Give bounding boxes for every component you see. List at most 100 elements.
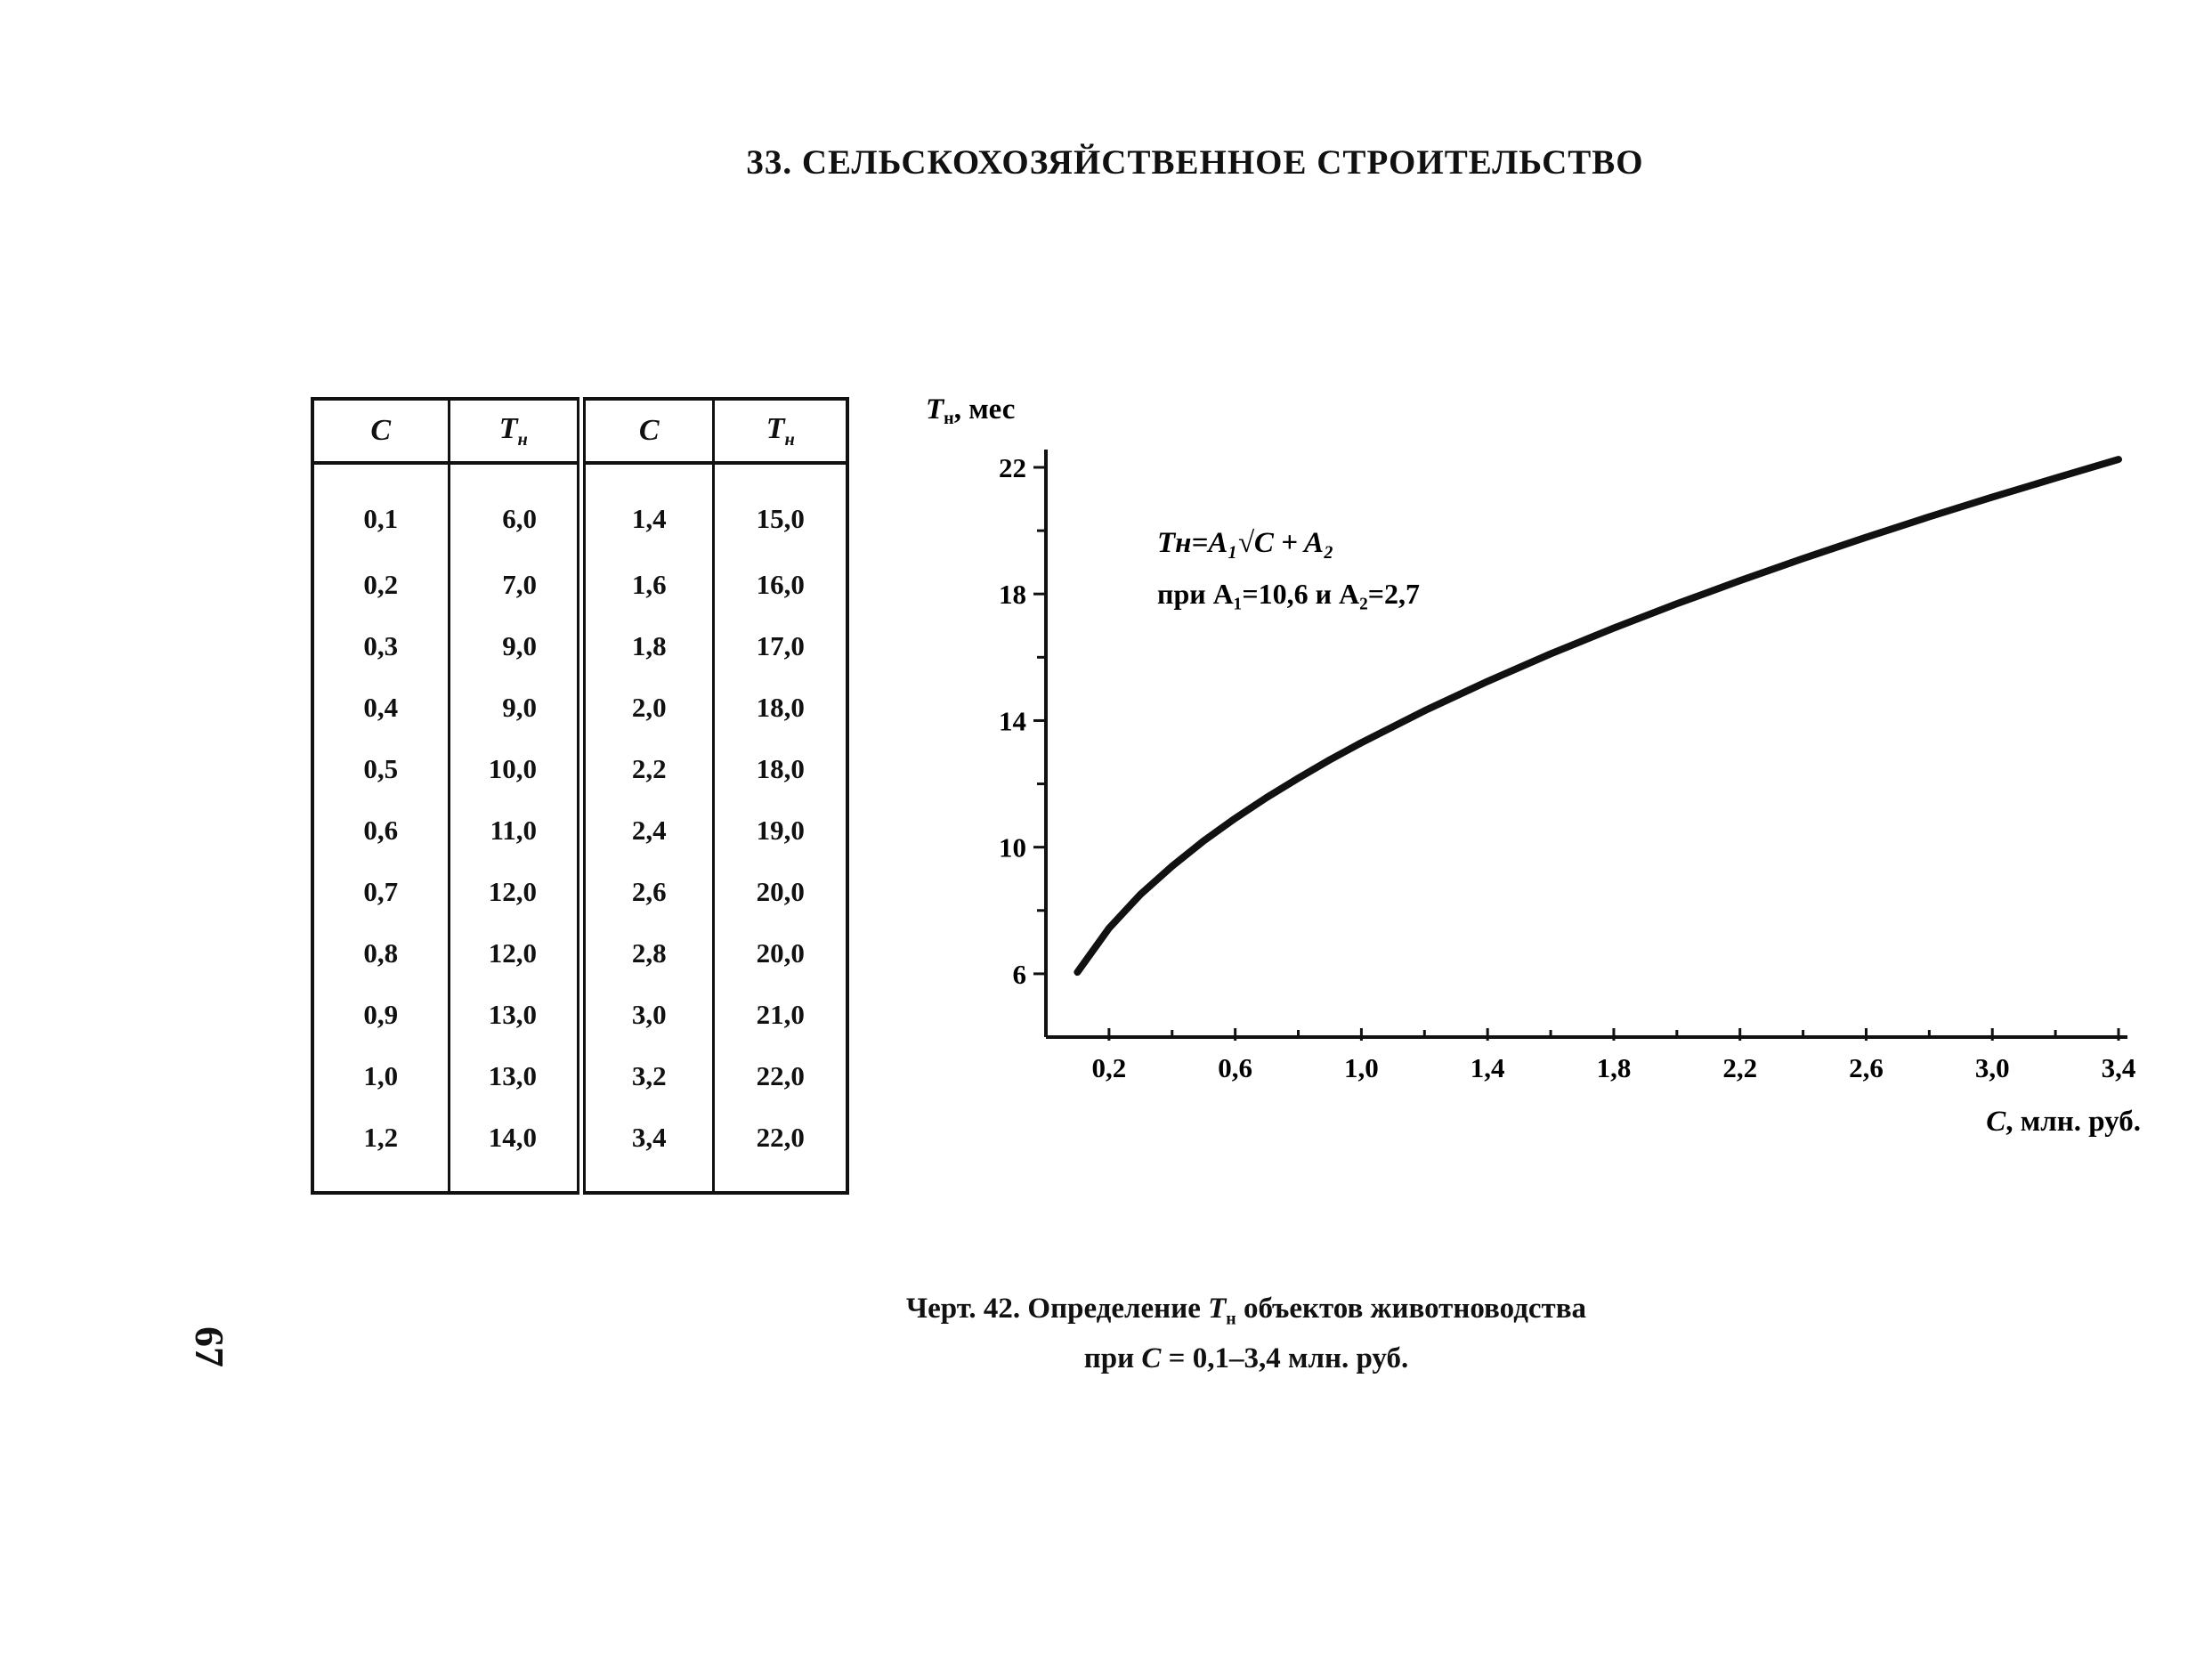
cell-c-left: 0,3 xyxy=(363,629,399,661)
y-tick-label: 22 xyxy=(999,452,1026,483)
table-row: 0,3 9,0 1,8 17,0 xyxy=(312,615,847,677)
cell-t-left: 11,0 xyxy=(447,799,581,861)
table-row: 0,1 6,0 1,4 15,0 xyxy=(312,463,847,554)
x-tick-label: 1,4 xyxy=(1471,1052,1505,1083)
caption-line-1-subscript: н xyxy=(1226,1309,1236,1329)
caption-line-2-prefix: при xyxy=(1083,1342,1142,1374)
header-t-left: Tн xyxy=(447,399,581,465)
table-row: 0,9 13,0 3,0 21,0 xyxy=(312,984,847,1045)
cell-c-left: 1,0 xyxy=(363,1059,399,1091)
header-t-symbol: T xyxy=(766,411,785,445)
y-tick-label: 18 xyxy=(999,579,1026,610)
cell-t-right: 22,0 xyxy=(712,1045,847,1107)
header-t-symbol: T xyxy=(498,411,518,445)
x-axis-label-unit: , млн. руб. xyxy=(2005,1106,2141,1138)
header-c-left: C xyxy=(312,399,450,465)
table-row: 0,5 10,0 2,2 18,0 xyxy=(312,738,847,799)
chart-ticks xyxy=(1033,466,2120,1041)
header-c-right: C xyxy=(577,399,714,465)
x-tick-label: 1,8 xyxy=(1597,1052,1632,1083)
cell-t-left: 9,0 xyxy=(447,677,581,738)
cell-c-right: 3,4 xyxy=(577,1107,714,1168)
caption-line-2: при C = 0,1–3,4 млн. руб. xyxy=(801,1339,1691,1378)
cell-t-left: 6,0 xyxy=(447,463,581,554)
cell-t-right: 21,0 xyxy=(712,984,847,1045)
caption-line-1-prefix: Черт. 42. Определение xyxy=(905,1293,1209,1325)
data-table: C Tн C Tн 0,1 6,0 1,4 15,0 0,2 7,0 1,6 16,0 0,3 9… xyxy=(311,397,849,1195)
cell-c-right: 3,0 xyxy=(577,984,714,1045)
header-t-subscript: н xyxy=(784,429,795,450)
cell-t-right: 15,0 xyxy=(712,463,847,554)
x-tick-label: 0,2 xyxy=(1092,1052,1127,1083)
page-number: 67 xyxy=(187,1326,232,1367)
table-row: 0,8 12,0 2,8 20,0 xyxy=(312,922,847,984)
table-row: 0,6 11,0 2,4 19,0 xyxy=(312,799,847,861)
table-spacer-cell xyxy=(577,1168,714,1193)
y-axis-label-symbol: T xyxy=(926,393,945,426)
cell-c-right: 2,6 xyxy=(577,861,714,922)
chart-axes xyxy=(1044,450,2127,1039)
table-spacer-cell xyxy=(712,1168,847,1193)
table-body: 0,1 6,0 1,4 15,0 0,2 7,0 1,6 16,0 0,3 9,0 1,8 17,0 0… xyxy=(312,463,847,1193)
cell-t-left: 13,0 xyxy=(447,1045,581,1107)
series-line xyxy=(1074,456,2122,977)
cell-c-right: 2,0 xyxy=(577,677,714,738)
table-row: 1,0 13,0 3,2 22,0 xyxy=(312,1045,847,1107)
cell-c-left: 0,7 xyxy=(363,875,399,907)
cell-t-left: 12,0 xyxy=(447,922,581,984)
cell-c-right: 2,8 xyxy=(577,922,714,984)
figure-caption: Черт. 42. Определение Tн объектов животн… xyxy=(801,1289,1691,1378)
cell-t-left: 10,0 xyxy=(447,738,581,799)
x-tick-label: 3,0 xyxy=(1975,1052,2010,1083)
cell-t-right: 20,0 xyxy=(712,861,847,922)
x-tick-label: 2,6 xyxy=(1849,1052,1884,1083)
chart-series xyxy=(1074,456,2122,977)
table-header-row: C Tн C Tн xyxy=(312,399,847,465)
table-row: 0,2 7,0 1,6 16,0 xyxy=(312,554,847,615)
table-spacer-cell xyxy=(312,1168,449,1193)
cell-t-right: 18,0 xyxy=(712,677,847,738)
chart: 0,2 0,6 1,0 1,4 1,8 2,2 2,6 3,0 3,4 6 10 14 18 22 Tн,… xyxy=(926,393,2141,1138)
cell-c-right: 1,6 xyxy=(577,554,714,615)
table-row: 0,4 9,0 2,0 18,0 xyxy=(312,677,847,738)
cell-t-right: 20,0 xyxy=(712,922,847,984)
x-tick-label: 2,2 xyxy=(1722,1052,1757,1083)
table-spacer-row xyxy=(312,1168,847,1193)
header-t-right: Tн xyxy=(712,399,847,465)
cell-t-left: 12,0 xyxy=(447,861,581,922)
x-tick-label: 3,4 xyxy=(2102,1052,2136,1083)
cell-c-left: 0,1 xyxy=(363,503,399,534)
cell-c-left: 0,8 xyxy=(363,936,399,969)
cell-c-left: 0,2 xyxy=(363,568,399,600)
header-t-subscript: н xyxy=(517,429,528,450)
cell-c-left: 0,9 xyxy=(363,998,399,1030)
table-row: 0,7 12,0 2,6 20,0 xyxy=(312,861,847,922)
y-tick-label: 6 xyxy=(1013,959,1027,990)
x-tick-label: 0,6 xyxy=(1218,1052,1252,1083)
y-tick-label: 14 xyxy=(999,705,1026,736)
caption-line-2-symbol: C xyxy=(1141,1342,1162,1374)
cell-c-left: 0,5 xyxy=(363,752,399,784)
y-tick-label: 10 xyxy=(999,832,1026,863)
cell-t-left: 13,0 xyxy=(447,984,581,1045)
caption-line-1-suffix: объектов животноводства xyxy=(1236,1293,1587,1325)
y-axis-label: Tн, мес xyxy=(926,393,1015,428)
chart-tick-labels: 0,2 0,6 1,0 1,4 1,8 2,2 2,6 3,0 3,4 6 10 14 18 22 xyxy=(999,452,2135,1083)
cell-c-left: 1,2 xyxy=(363,1121,399,1153)
table-spacer-cell xyxy=(447,1168,581,1193)
x-axis-label-symbol: C xyxy=(1986,1106,2006,1138)
cell-t-right: 19,0 xyxy=(712,799,847,861)
formula-line-1: Tн=A₁√C + A₂ xyxy=(1157,527,1334,559)
cell-c-right: 2,4 xyxy=(577,799,714,861)
formula-line-2: при A₁=10,6 и A₂=2,7 xyxy=(1157,578,1420,610)
caption-line-1: Черт. 42. Определение Tн объектов животн… xyxy=(801,1289,1691,1339)
cell-c-right: 1,8 xyxy=(577,615,714,677)
caption-line-2-suffix: = 0,1–3,4 млн. руб. xyxy=(1161,1342,1409,1374)
cell-c-left: 0,4 xyxy=(363,691,399,723)
y-axis-label-subscript: н xyxy=(944,409,954,428)
y-axis-label-unit: , мес xyxy=(954,393,1016,426)
x-tick-label: 1,0 xyxy=(1344,1052,1379,1083)
cell-t-right: 18,0 xyxy=(712,738,847,799)
caption-line-1-symbol: T xyxy=(1208,1293,1227,1325)
cell-t-right: 16,0 xyxy=(712,554,847,615)
